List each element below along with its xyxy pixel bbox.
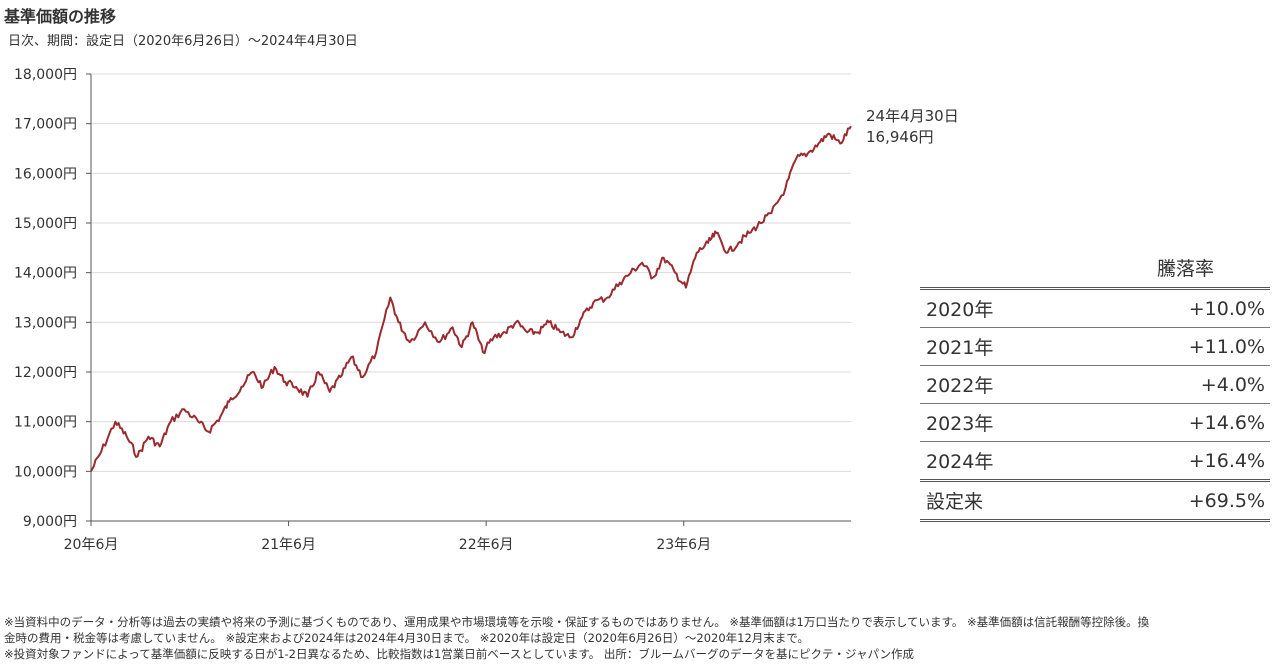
row-label: 設定来	[926, 491, 984, 513]
x-tick-label: 22年6月	[459, 537, 514, 553]
series-line-nav	[90, 125, 852, 472]
performance-row: 2022年 +4.0%	[920, 365, 1270, 403]
axes	[86, 73, 851, 526]
y-tick-label: 18,000円	[14, 67, 77, 83]
y-tick-label: 11,000円	[14, 415, 77, 431]
y-tick-label: 15,000円	[14, 216, 77, 232]
performance-row-total: 設定来 +69.5%	[920, 479, 1270, 522]
performance-table: 騰落率 2020年 +10.0% 2021年 +11.0% 2022年 +4.0…	[920, 250, 1270, 522]
y-tick-label: 13,000円	[14, 315, 77, 331]
row-value: +4.0%	[1200, 373, 1265, 396]
row-value: +10.0%	[1188, 297, 1265, 320]
annotation-value: 16,946円	[866, 128, 934, 146]
footnote-line: ※当資料中のデータ・分析等は過去の実績や将来の予測に基づくものであり、運用成果や…	[4, 615, 1150, 629]
y-tick-label: 9,000円	[23, 514, 77, 530]
y-tick-label: 12,000円	[14, 365, 77, 381]
x-tick-label: 21年6月	[261, 537, 316, 553]
chart-title: 基準価額の推移	[4, 7, 117, 26]
row-value: +14.6%	[1188, 411, 1265, 434]
latest-value-annotation: 24年4月30日 16,946円	[866, 106, 959, 148]
performance-row: 2024年 +16.4%	[920, 441, 1270, 479]
y-tick-label: 14,000円	[14, 266, 77, 282]
row-label: 2024年	[926, 451, 994, 473]
y-tick-label: 16,000円	[14, 166, 77, 182]
row-label: 2021年	[926, 337, 994, 359]
performance-row: 2021年 +11.0%	[920, 327, 1270, 365]
footnote-line: ※投資対象ファンドによって基準価額に反映する日が1-2日異なるため、比較指数は1…	[4, 647, 915, 661]
performance-row: 2023年 +14.6%	[920, 403, 1270, 441]
x-tick-label: 20年6月	[64, 537, 119, 553]
grid-lines	[91, 73, 851, 472]
footnote-line: 金時の費用・税金等は考慮していません。 ※設定来および2024年は2024年4月…	[4, 631, 809, 645]
performance-row: 2020年 +10.0%	[920, 287, 1270, 327]
row-value: +69.5%	[1188, 489, 1265, 512]
row-label: 2023年	[926, 413, 994, 435]
chart-subtitle: 日次、期間：設定日（2020年6月26日）～2024年4月30日	[8, 34, 358, 49]
performance-header: 騰落率	[1156, 258, 1214, 280]
footnotes: ※当資料中のデータ・分析等は過去の実績や将来の予測に基づくものであり、運用成果や…	[4, 614, 1276, 662]
y-tick-labels: 9,000円 10,000円 11,000円 12,000円 13,000円 14,000…	[14, 67, 77, 530]
x-tick-labels: 20年6月 21年6月 22年6月 23年6月	[64, 537, 711, 553]
row-label: 2020年	[926, 299, 994, 321]
y-tick-label: 17,000円	[14, 117, 77, 133]
row-value: +16.4%	[1188, 449, 1265, 472]
row-label: 2022年	[926, 375, 994, 397]
y-tick-label: 10,000円	[14, 464, 77, 480]
annotation-date: 24年4月30日	[866, 107, 959, 125]
x-tick-label: 23年6月	[656, 537, 711, 553]
row-value: +11.0%	[1188, 335, 1265, 358]
